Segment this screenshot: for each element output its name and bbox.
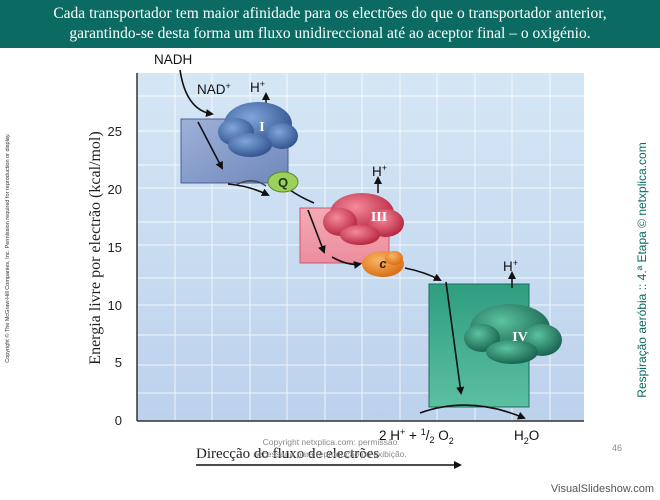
watermark: VisualSlideshow.com	[550, 483, 654, 495]
y-tick-label: 15	[108, 240, 122, 255]
h-plus-label-3: H+	[503, 258, 518, 274]
complex-iv: IV	[464, 304, 562, 364]
complex-iii: III	[323, 193, 404, 245]
h-plus-label-1: H+	[250, 79, 265, 95]
complex-iii-label: III	[371, 210, 387, 225]
nadh-label: NADH	[154, 52, 192, 67]
reaction-reactants: 2 H+ + 1/2 O2	[379, 427, 454, 446]
x-axis-label: Direcção do fluxo de electrões	[196, 446, 379, 462]
header-line-2: garantindo-se desta forma um fluxo unidi…	[69, 25, 591, 42]
complex-i-label: I	[259, 120, 264, 135]
nad-label: NAD+	[197, 81, 231, 97]
reaction-product: H2O	[514, 428, 539, 446]
complex-i: I	[218, 102, 298, 157]
h-plus-label-2: H+	[372, 163, 387, 179]
electron-flow	[179, 69, 526, 420]
footer-copyright: Copyright netxplica.com: permissão neces…	[253, 437, 407, 459]
complex-iv-label: IV	[512, 330, 528, 345]
header-banner: Cada transportador tem maior afinidade p…	[0, 0, 660, 48]
cytochrome-c: c	[362, 251, 404, 277]
page-number: 46	[612, 443, 623, 453]
y-tick-label: 25	[108, 124, 122, 139]
ubiquinone-q: Q	[235, 171, 299, 193]
q-label: Q	[278, 175, 288, 190]
y-tick-label: 10	[108, 298, 122, 313]
y-tick-label: 20	[108, 182, 122, 197]
y-axis-label: Energia livre por electrão (kcal/mol)	[87, 131, 104, 364]
c-label: c	[379, 256, 387, 271]
header-line-1: Cada transportador tem maior afinidade p…	[53, 5, 607, 22]
y-tick-label: 5	[115, 355, 122, 370]
y-tick-label: 0	[115, 413, 122, 428]
